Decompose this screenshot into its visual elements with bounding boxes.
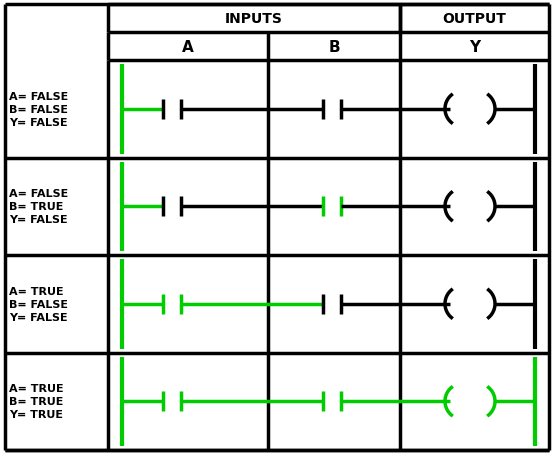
Text: A= FALSE
B= FALSE
Y= FALSE: A= FALSE B= FALSE Y= FALSE [9, 91, 68, 128]
Text: A= TRUE
B= TRUE
Y= TRUE: A= TRUE B= TRUE Y= TRUE [9, 383, 64, 420]
Text: A= FALSE
B= TRUE
Y= FALSE: A= FALSE B= TRUE Y= FALSE [9, 189, 68, 225]
Text: A: A [182, 40, 194, 55]
Text: B: B [328, 40, 340, 55]
Text: INPUTS: INPUTS [225, 12, 283, 26]
Text: A= TRUE
B= FALSE
Y= FALSE: A= TRUE B= FALSE Y= FALSE [9, 286, 68, 322]
Text: Y: Y [469, 40, 480, 55]
Text: OUTPUT: OUTPUT [443, 12, 506, 26]
